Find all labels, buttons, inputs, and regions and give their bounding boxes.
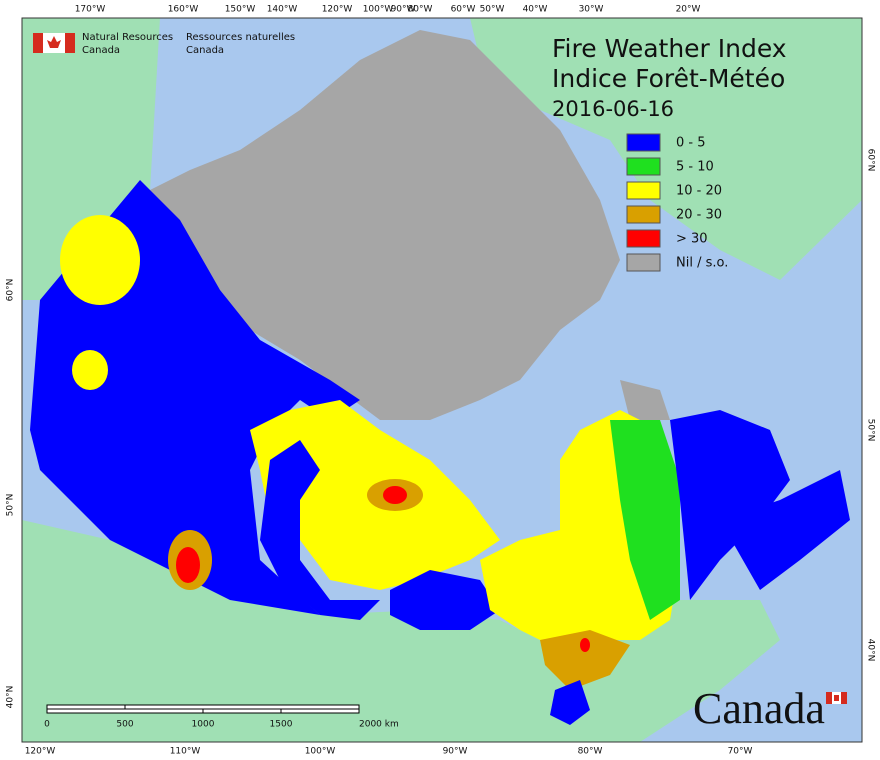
legend-label: Nil / s.o.	[676, 256, 728, 271]
legend-label: 0 - 5	[676, 136, 706, 151]
title: Fire Weather Index	[552, 34, 787, 63]
graticule-labels: 170°W 160°W 150°W 140°W 120°W 100°W90°W80°W 60…	[6, 5, 876, 757]
legend-label: 5 - 10	[676, 160, 714, 175]
greenland	[470, 18, 862, 280]
lon-label: 120°W	[322, 5, 353, 15]
map-frame	[21, 17, 863, 743]
legend-swatch	[626, 181, 661, 200]
lon-label: 30°W	[579, 5, 604, 15]
org-en: Natural Resources	[82, 32, 173, 43]
east-0-5	[670, 410, 790, 600]
lon-label: 60°W	[451, 5, 476, 15]
nbc-10-20	[72, 350, 108, 390]
date: 2016-06-16	[552, 97, 674, 121]
lat-label: 60°N	[866, 149, 876, 172]
bc-30	[176, 547, 200, 583]
sask-0-5	[260, 440, 380, 620]
lon-label: 110°W	[170, 747, 201, 757]
scale-label: 1000	[192, 720, 215, 730]
arctic-nil	[150, 30, 620, 420]
scale-label: 2000 km	[359, 720, 399, 730]
scale-bar	[46, 704, 360, 714]
org-fr: Ressources naturelles	[186, 32, 295, 43]
legend-label: 10 - 20	[676, 184, 722, 199]
legend: 0 - 5 5 - 10 10 - 20 20 - 30 > 30 Nil / s.o.	[626, 133, 728, 272]
org-fr: Canada	[186, 45, 224, 56]
scale-label: 500	[116, 720, 133, 730]
lon-label: 80°W	[578, 747, 603, 757]
lon-label: 160°W	[168, 5, 199, 15]
wordmark-flag	[826, 692, 847, 704]
scale-labels: 0 500 1000 1500 2000 km	[44, 720, 399, 730]
legend-label: 20 - 30	[676, 208, 722, 223]
lon-label: 100°W	[305, 747, 336, 757]
labrador-nil	[620, 380, 670, 420]
south-ontario-20-30	[540, 630, 630, 690]
maritime-0-5	[720, 470, 850, 590]
scale-label: 1500	[270, 720, 293, 730]
usa	[22, 520, 780, 742]
legend-swatch	[626, 229, 661, 248]
lat-label: 50°N	[6, 494, 16, 517]
flag	[33, 33, 75, 53]
lon-label: 150°W	[225, 5, 256, 15]
lat-label: 40°N	[866, 639, 876, 662]
lon-label: 80°W	[408, 5, 433, 15]
quebec-5-10	[610, 420, 680, 620]
se-0-5	[550, 680, 590, 725]
lon-label: 90°W	[443, 747, 468, 757]
ontario-0-5	[390, 570, 500, 630]
lon-label: 100°W	[363, 5, 394, 15]
legend-swatch	[626, 133, 661, 152]
legend-label: > 30	[676, 232, 708, 247]
lat-label: 60°N	[6, 279, 16, 302]
legend-swatch	[626, 205, 661, 224]
lat-label: 40°N	[6, 686, 16, 709]
yukon-10-20	[60, 215, 140, 305]
lon-label: 90°W	[391, 5, 416, 15]
lon-label: 170°W	[75, 5, 106, 15]
alaska	[22, 18, 160, 300]
lon-label: 20°W	[676, 5, 701, 15]
lon-label: 120°W	[25, 747, 56, 757]
wordmark: Canada	[693, 684, 825, 733]
ontario-30	[580, 638, 590, 652]
lat-label: 50°N	[866, 419, 876, 442]
lon-label: 40°W	[523, 5, 548, 15]
legend-swatch	[626, 157, 661, 176]
lon-label: 70°W	[728, 747, 753, 757]
legend-swatch	[626, 253, 661, 272]
hotspot-30	[383, 486, 407, 504]
lon-label: 140°W	[267, 5, 298, 15]
scale-label: 0	[44, 720, 50, 730]
lon-label: 50°W	[480, 5, 505, 15]
map-layers	[22, 18, 862, 742]
org-en: Canada	[82, 45, 120, 56]
title-fr: Indice Forêt-Météo	[552, 64, 785, 93]
